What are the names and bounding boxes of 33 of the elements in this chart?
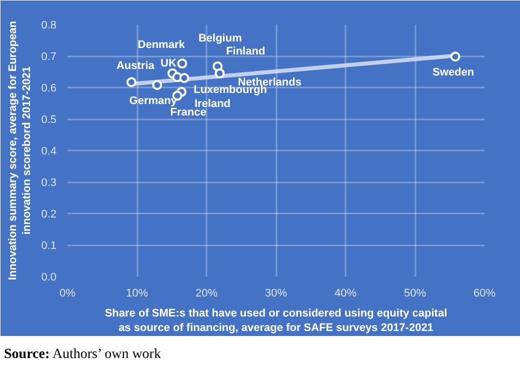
x-tick-label: 0% xyxy=(60,288,76,300)
x-tick-label: 20% xyxy=(195,288,218,300)
point xyxy=(126,77,136,88)
annotation: Germany xyxy=(129,94,178,107)
annotation: Luxembourgh xyxy=(194,84,268,96)
y-tick-label: 0.5 xyxy=(41,114,57,126)
point xyxy=(179,73,190,84)
annotation: Sweden xyxy=(432,66,474,79)
x-axis-title: Share of SME:s that have used or considered using equity capital as source of financing, average for SAFE surveys 2017-2021 xyxy=(104,308,448,334)
point xyxy=(177,58,188,69)
y-tick-label: 0.8 xyxy=(41,20,57,32)
annotation: Denmark xyxy=(138,39,186,52)
annotation: Austria xyxy=(116,60,156,72)
y-tick-label: 0.7 xyxy=(41,51,57,63)
y-tick-label: 0.0 xyxy=(41,272,57,284)
x-tick-label: 40% xyxy=(334,288,357,300)
y-tick-label: 0.2 xyxy=(41,208,57,220)
annotation: UK xyxy=(160,57,176,70)
annotation: Finland xyxy=(226,45,266,58)
point xyxy=(214,68,225,78)
y-tick-label: 0.1 xyxy=(41,240,57,252)
y-tick-label: 0.4 xyxy=(41,146,57,158)
x-tick-label: 60% xyxy=(473,288,496,300)
annotation: Belgium xyxy=(198,32,242,45)
y-axis-title: Innovation summary score, average for European innovation scorebord 2017-2021 xyxy=(6,20,34,280)
x-tick-label: 10% xyxy=(126,288,148,300)
point xyxy=(450,52,460,62)
x-tick-label: 50% xyxy=(404,288,426,300)
y-tick-label: 0.3 xyxy=(41,177,57,189)
y-tick-label: 0.6 xyxy=(41,82,57,94)
point xyxy=(152,80,162,90)
x-tick-label: 30% xyxy=(264,288,288,300)
source-note: Source: Authors’ own work xyxy=(4,346,161,364)
